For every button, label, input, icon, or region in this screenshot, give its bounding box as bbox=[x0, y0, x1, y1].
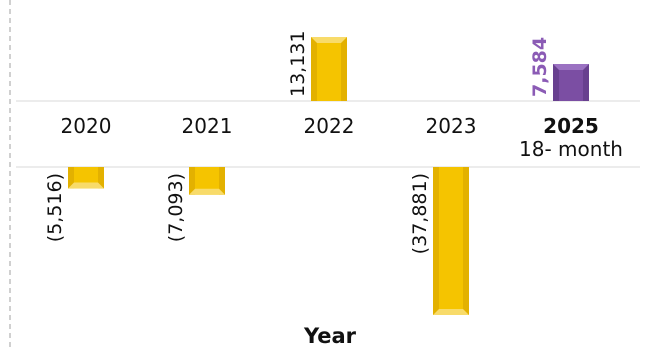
bar-edge-left-2022 bbox=[311, 37, 317, 101]
bar-edge-left-2023 bbox=[433, 167, 439, 315]
data-labels-group: (5,516) (7,093) 13,131 (37,881) 7,584 bbox=[44, 31, 551, 255]
bar-cap-2023 bbox=[433, 309, 469, 315]
bar-edge-left-2020 bbox=[68, 167, 74, 189]
tick-label-2022: 2022 bbox=[304, 114, 355, 138]
bar-edge-right-2021 bbox=[219, 167, 225, 195]
tick-label-2023: 2023 bbox=[426, 114, 477, 138]
bars-group bbox=[68, 37, 589, 315]
x-axis-title: Year bbox=[303, 324, 357, 348]
data-label-2020: (5,516) bbox=[44, 173, 66, 242]
bar-cap-2022 bbox=[311, 37, 347, 43]
bar-edge-right-2025 bbox=[583, 64, 589, 101]
bar-edge-right-2020 bbox=[98, 167, 104, 189]
bar-edge-right-2022 bbox=[341, 37, 347, 101]
data-label-2022: 13,131 bbox=[287, 31, 309, 97]
tick-sublabel-2025: 18- month bbox=[519, 137, 623, 161]
tick-label-2020: 2020 bbox=[61, 114, 112, 138]
bar-cap-2020 bbox=[68, 182, 104, 189]
tick-label-2021: 2021 bbox=[182, 114, 233, 138]
tick-label-2025: 2025 bbox=[543, 114, 599, 138]
bar-edge-left-2021 bbox=[189, 167, 195, 195]
bar-cap-2021 bbox=[189, 188, 225, 195]
bar-cap-2025 bbox=[553, 64, 589, 71]
bar-edge-right-2023 bbox=[463, 167, 469, 315]
data-label-2023: (37,881) bbox=[409, 173, 431, 254]
data-label-2021: (7,093) bbox=[165, 173, 187, 242]
data-label-2025: 7,584 bbox=[529, 37, 551, 97]
bar-edge-left-2025 bbox=[553, 64, 559, 101]
